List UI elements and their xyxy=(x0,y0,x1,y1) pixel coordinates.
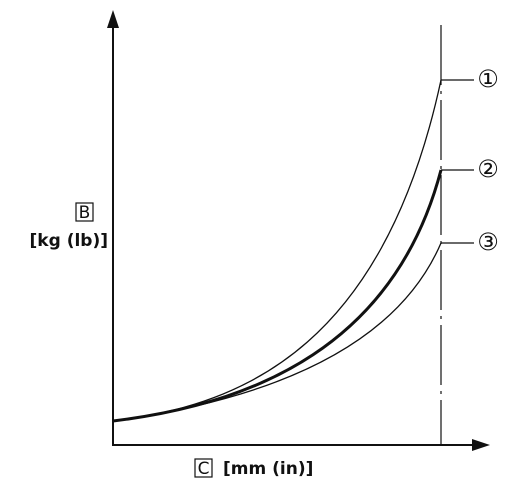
y-label-box: B xyxy=(79,203,91,223)
curve-label: ① xyxy=(477,65,499,93)
x-label-box: C xyxy=(198,459,210,479)
label-box xyxy=(75,202,94,222)
x-arrow xyxy=(472,439,490,451)
curve-label: ③ xyxy=(477,228,499,256)
curve-2 xyxy=(112,169,443,423)
curve-1 xyxy=(112,79,442,422)
x-label-unit: [mm (in)] xyxy=(223,459,313,479)
curve-3 xyxy=(112,242,442,422)
label-box xyxy=(194,458,213,478)
curve-label: ② xyxy=(477,155,499,183)
y-arrow xyxy=(107,10,119,28)
y-label-unit: [kg (lb)] xyxy=(30,231,108,251)
